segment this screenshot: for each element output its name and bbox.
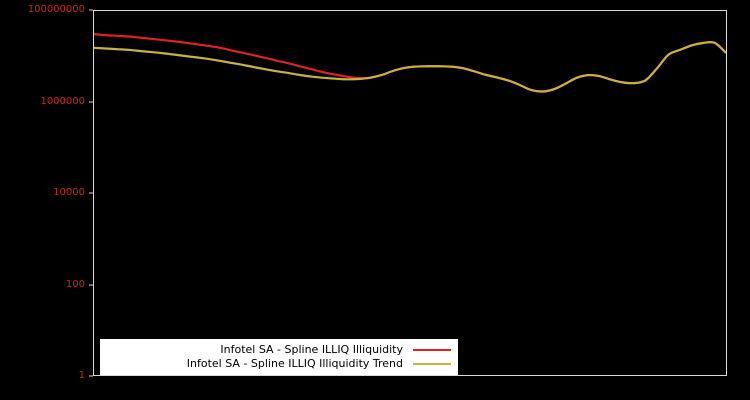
series-line	[94, 40, 726, 93]
y-tick-label: 1000000	[40, 95, 85, 107]
plot-canvas	[94, 11, 726, 375]
y-tick-mark	[89, 284, 93, 285]
legend-color-swatch	[413, 363, 451, 365]
y-tick-mark	[89, 192, 93, 194]
y-tick-mark	[89, 375, 93, 377]
series-svg	[94, 33, 726, 93]
y-tick-label: 10000	[53, 187, 85, 198]
y-tick-label: 100	[65, 278, 85, 290]
y-tick-label: 100000000	[27, 4, 85, 15]
y-tick-label: 1	[78, 370, 85, 381]
legend-entry: Infotel SA - Spline ILLIQ Illiquidity Tr…	[107, 357, 451, 371]
legend-entry: Infotel SA - Spline ILLIQ Illiquidity	[107, 343, 451, 357]
y-tick-mark	[89, 9, 93, 11]
legend-label: Infotel SA - Spline ILLIQ Illiquidity	[220, 343, 403, 356]
y-tick-mark	[89, 101, 93, 102]
series-group	[94, 33, 726, 93]
y-axis: 100000000 1000000 10000 100 1	[0, 0, 93, 400]
legend-color-swatch	[413, 349, 451, 351]
plot-frame	[93, 10, 727, 376]
legend: Infotel SA - Spline ILLIQ Illiquidity Inf…	[100, 339, 458, 375]
legend-label: Infotel SA - Spline ILLIQ Illiquidity Tr…	[186, 357, 403, 370]
